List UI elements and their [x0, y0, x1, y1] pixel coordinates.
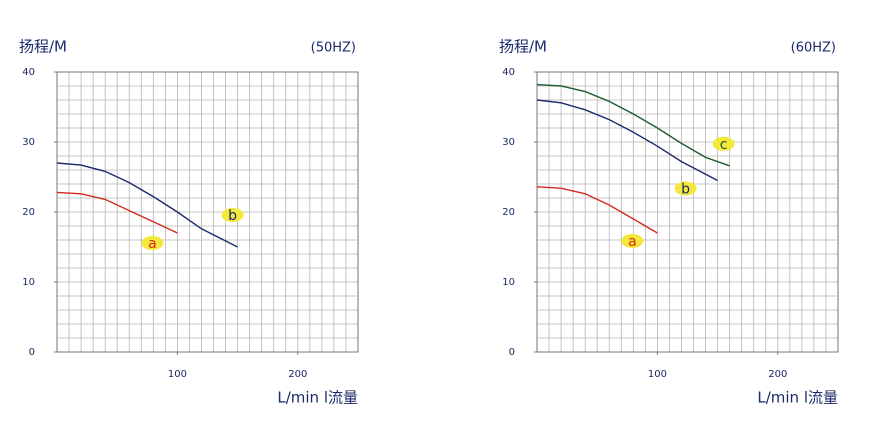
x-tick-label: 100: [168, 369, 187, 380]
chart-title: (50HZ): [311, 41, 356, 56]
x-axis-label: L/min l流量: [277, 389, 358, 407]
curve: [536, 99, 718, 182]
series-label: c: [720, 137, 728, 153]
series-label: b: [681, 182, 690, 198]
y-tick-label: 40: [502, 67, 515, 78]
y-axis-label: 扬程/M: [19, 38, 67, 56]
x-tick-label: 200: [768, 369, 787, 380]
y-tick-label: 0: [509, 347, 515, 358]
series-label: a: [628, 234, 637, 250]
y-tick-label: 20: [502, 207, 515, 218]
curve: [536, 83, 730, 167]
y-tick-label: 10: [502, 277, 515, 288]
label-badge: [621, 234, 644, 248]
x-tick-label: 200: [288, 369, 307, 380]
curve: [536, 186, 658, 234]
y-tick-label: 0: [29, 347, 35, 358]
series-label: b: [228, 208, 237, 224]
curve: [56, 162, 238, 248]
label-badge: [221, 208, 244, 222]
y-tick-label: 10: [22, 277, 35, 288]
y-axis-label: 扬程/M: [499, 38, 547, 56]
y-tick-label: 30: [22, 137, 35, 148]
curve: [56, 191, 178, 234]
label-badge: [141, 236, 164, 250]
label-badge: [674, 181, 697, 196]
y-tick-label: 30: [502, 137, 515, 148]
x-tick-label: 100: [648, 369, 667, 380]
y-tick-label: 20: [22, 207, 35, 218]
label-badge: [712, 136, 735, 151]
chart-title: (60HZ): [791, 41, 836, 56]
series-label: a: [148, 236, 157, 252]
x-axis-label: L/min l流量: [757, 389, 838, 407]
y-tick-label: 40: [22, 67, 35, 78]
